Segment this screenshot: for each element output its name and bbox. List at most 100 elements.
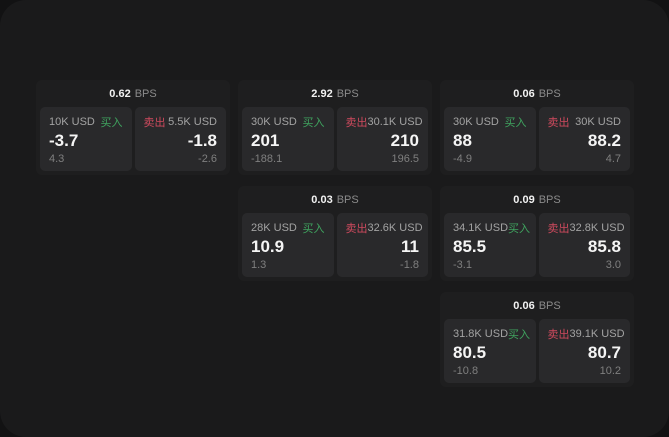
- card-header: 0.62 BPS: [36, 80, 230, 107]
- sell-size: 5.5K USD: [168, 116, 217, 128]
- sell-panel[interactable]: 卖出 5.5K USD -1.8 -2.6: [134, 107, 226, 171]
- quote-panels: 34.1K USD 买入 85.5 -3.1 卖出 32.8K USD 85.8…: [440, 213, 634, 281]
- sell-panel[interactable]: 卖出 30.1K USD 210 196.5: [336, 107, 428, 171]
- buy-sub-value: 1.3: [251, 259, 267, 271]
- sell-panel-header: 卖出 30.1K USD: [345, 114, 423, 130]
- buy-side-label: 买入: [508, 329, 531, 341]
- bps-unit-label: BPS: [538, 193, 561, 206]
- sell-size: 30K USD: [575, 116, 621, 128]
- sell-panel-header: 卖出 30K USD: [548, 114, 622, 130]
- buy-price: 80.5: [453, 343, 487, 363]
- bps-value: 0.03: [311, 193, 333, 206]
- buy-panel[interactable]: 31.8K USD 买入 80.5 -10.8: [444, 319, 536, 383]
- buy-side-label: 买入: [504, 117, 527, 129]
- quote-panels: 28K USD 买入 10.9 1.3 卖出 32.6K USD 11 -1.8: [238, 213, 432, 281]
- quote-card: 2.92 BPS 30K USD 买入 201 -188.1 卖出 30.1K …: [238, 80, 432, 175]
- buy-size: 30K USD: [453, 116, 499, 128]
- buy-sub-value: -4.9: [453, 153, 472, 165]
- buy-price: 88: [453, 131, 472, 151]
- sell-price: 85.8: [587, 237, 621, 257]
- buy-size: 10K USD: [49, 116, 95, 128]
- card-header: 0.09 BPS: [440, 186, 634, 213]
- sell-sub-value: 3.0: [605, 259, 621, 271]
- buy-size: 31.8K USD: [453, 328, 509, 340]
- sell-price: 210: [390, 131, 419, 151]
- quote-card: 0.06 BPS 31.8K USD 买入 80.5 -10.8 卖出 39.1…: [440, 292, 634, 387]
- sell-panel[interactable]: 卖出 39.1K USD 80.7 10.2: [538, 319, 630, 383]
- sell-sub-value: 10.2: [599, 365, 621, 377]
- sell-panel-header: 卖出 39.1K USD: [547, 326, 625, 342]
- bps-unit-label: BPS: [134, 87, 157, 100]
- bps-value: 2.92: [311, 87, 333, 100]
- buy-side-label: 买入: [302, 223, 325, 235]
- sell-sub-value: 196.5: [391, 153, 419, 165]
- sell-size: 39.1K USD: [569, 328, 625, 340]
- buy-sub-value: -10.8: [453, 365, 479, 377]
- buy-price: 10.9: [251, 237, 285, 257]
- bps-value: 0.06: [513, 299, 535, 312]
- sell-side-label: 卖出: [547, 223, 570, 235]
- quote-card: 0.62 BPS 10K USD 买入 -3.7 4.3 卖出 5.5K USD…: [36, 80, 230, 175]
- card-header: 0.06 BPS: [440, 292, 634, 319]
- buy-panel-header: 10K USD 买入: [49, 114, 123, 130]
- bps-unit-label: BPS: [538, 87, 561, 100]
- buy-size: 28K USD: [251, 222, 297, 234]
- buy-price: 85.5: [453, 237, 487, 257]
- buy-panel[interactable]: 30K USD 买入 88 -4.9: [444, 107, 536, 171]
- quote-card: 0.09 BPS 34.1K USD 买入 85.5 -3.1 卖出 32.8K…: [440, 186, 634, 281]
- sell-side-label: 卖出: [547, 329, 570, 341]
- quotes-grid: 0.62 BPS 10K USD 买入 -3.7 4.3 卖出 5.5K USD…: [36, 80, 634, 387]
- buy-side-label: 买入: [100, 117, 123, 129]
- sell-price: -1.8: [187, 131, 217, 151]
- buy-panel[interactable]: 28K USD 买入 10.9 1.3: [242, 213, 334, 277]
- quote-panels: 30K USD 买入 201 -188.1 卖出 30.1K USD 210 1…: [238, 107, 432, 175]
- sell-panel[interactable]: 卖出 32.6K USD 11 -1.8: [336, 213, 428, 277]
- sell-panel-header: 卖出 32.8K USD: [547, 220, 625, 236]
- buy-price: 201: [251, 131, 280, 151]
- buy-side-label: 买入: [302, 117, 325, 129]
- bps-value: 0.09: [513, 193, 535, 206]
- sell-size: 32.6K USD: [367, 222, 423, 234]
- buy-sub-value: 4.3: [49, 153, 65, 165]
- card-header: 0.06 BPS: [440, 80, 634, 107]
- sell-price: 88.2: [587, 131, 621, 151]
- card-header: 2.92 BPS: [238, 80, 432, 107]
- sell-price: 80.7: [587, 343, 621, 363]
- sell-panel-header: 卖出 32.6K USD: [345, 220, 423, 236]
- sell-sub-value: -1.8: [400, 259, 419, 271]
- sell-panel-header: 卖出 5.5K USD: [144, 114, 218, 130]
- buy-sub-value: -3.1: [453, 259, 472, 271]
- quote-panels: 30K USD 买入 88 -4.9 卖出 30K USD 88.2 4.7: [440, 107, 634, 175]
- buy-panel[interactable]: 34.1K USD 买入 85.5 -3.1: [444, 213, 536, 277]
- quote-card: 0.03 BPS 28K USD 买入 10.9 1.3 卖出 32.6K US…: [238, 186, 432, 281]
- sell-panel[interactable]: 卖出 30K USD 88.2 4.7: [538, 107, 630, 171]
- quote-panels: 10K USD 买入 -3.7 4.3 卖出 5.5K USD -1.8 -2.…: [36, 107, 230, 175]
- card-header: 0.03 BPS: [238, 186, 432, 213]
- sell-side-label: 卖出: [143, 117, 166, 129]
- sell-panel[interactable]: 卖出 32.8K USD 85.8 3.0: [538, 213, 630, 277]
- sell-side-label: 卖出: [345, 223, 368, 235]
- buy-panel-header: 28K USD 买入: [251, 220, 325, 236]
- buy-panel[interactable]: 10K USD 买入 -3.7 4.3: [40, 107, 132, 171]
- buy-side-label: 买入: [508, 223, 531, 235]
- sell-side-label: 卖出: [547, 117, 570, 129]
- buy-panel-header: 30K USD 买入: [251, 114, 325, 130]
- buy-size: 34.1K USD: [453, 222, 509, 234]
- bps-unit-label: BPS: [538, 299, 561, 312]
- bps-value: 0.62: [109, 87, 131, 100]
- buy-panel-header: 34.1K USD 买入: [453, 220, 531, 236]
- sell-side-label: 卖出: [345, 117, 368, 129]
- buy-price: -3.7: [49, 131, 79, 151]
- quote-panels: 31.8K USD 买入 80.5 -10.8 卖出 39.1K USD 80.…: [440, 319, 634, 387]
- bps-unit-label: BPS: [336, 87, 359, 100]
- sell-size: 30.1K USD: [367, 116, 423, 128]
- bps-value: 0.06: [513, 87, 535, 100]
- buy-panel[interactable]: 30K USD 买入 201 -188.1: [242, 107, 334, 171]
- buy-panel-header: 30K USD 买入: [453, 114, 527, 130]
- buy-size: 30K USD: [251, 116, 297, 128]
- sell-price: 11: [401, 237, 419, 257]
- sell-sub-value: -2.6: [198, 153, 217, 165]
- buy-sub-value: -188.1: [251, 153, 283, 165]
- buy-panel-header: 31.8K USD 买入: [453, 326, 531, 342]
